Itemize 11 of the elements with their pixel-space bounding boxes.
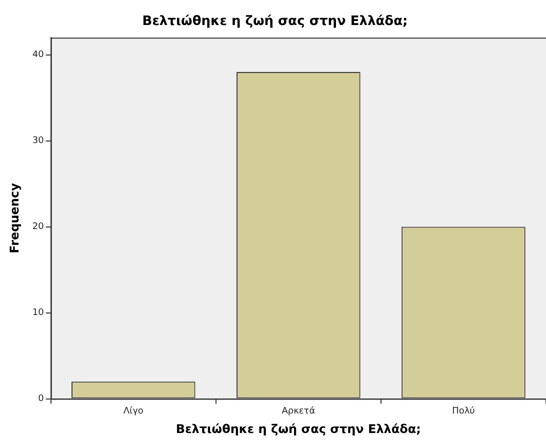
y-tick-label: 40 [32,50,44,60]
y-tick-label: 30 [32,136,44,146]
y-tick-label: 0 [38,394,44,404]
y-axis-title: Frequency [7,182,22,254]
x-tick-label: Πολύ [452,406,475,417]
x-tick-label: Λίγο [123,406,144,417]
chart-title: Βελτιώθηκε η ζωή σας στην Ελλάδα; [142,14,408,30]
x-axis-title: Βελτιώθηκε η ζωή σας στην Ελλάδα; [176,422,421,436]
x-tick-label: Αρκετά [282,406,316,417]
y-tick-label: 10 [32,308,44,318]
y-tick-label: 20 [32,222,44,232]
